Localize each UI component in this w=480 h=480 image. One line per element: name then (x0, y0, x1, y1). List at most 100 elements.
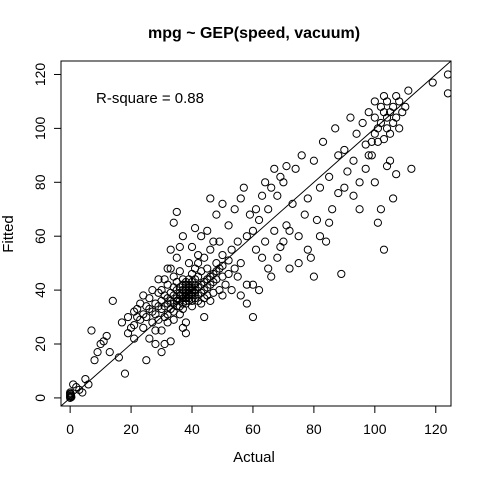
data-point (346, 113, 355, 122)
data-point (78, 388, 87, 397)
data-point (248, 226, 258, 235)
y-tick-label: 0 (32, 394, 48, 402)
points-layer (66, 70, 451, 403)
data-point (236, 291, 245, 300)
data-point (367, 137, 376, 146)
data-point (254, 215, 264, 225)
data-point (242, 232, 251, 241)
data-point (257, 191, 267, 200)
data-point (312, 215, 322, 225)
data-point (376, 102, 386, 111)
data-point (166, 245, 175, 254)
data-point (142, 312, 151, 322)
r-square-annotation: R-square = 0.88 (96, 90, 204, 107)
x-axis-label: Actual (233, 449, 275, 466)
x-tick-label: 20 (123, 421, 139, 437)
data-point (212, 210, 221, 219)
data-point (218, 250, 227, 260)
data-point (392, 170, 401, 179)
data-point (194, 250, 203, 260)
data-point (321, 237, 331, 246)
y-tick-label: 40 (32, 282, 48, 298)
data-point (349, 191, 358, 200)
data-point (306, 253, 315, 262)
data-point (291, 164, 300, 173)
x-axis: 0 20 40 60 80 100 120 (66, 405, 448, 437)
data-point (151, 339, 160, 349)
data-point (145, 334, 154, 343)
data-point (209, 237, 218, 246)
data-point (200, 312, 209, 322)
data-point (364, 108, 373, 117)
x-tick-label: 40 (184, 421, 200, 437)
data-point (187, 242, 197, 252)
data-point (303, 245, 312, 254)
data-point (318, 137, 328, 146)
y-tick-label: 20 (32, 336, 48, 352)
data-point (178, 232, 187, 241)
data-point (215, 286, 224, 295)
data-point (395, 97, 404, 106)
data-point (117, 318, 127, 327)
data-point (376, 118, 386, 128)
data-point (392, 113, 401, 122)
data-point (261, 178, 270, 187)
data-point (218, 199, 227, 208)
data-point (309, 272, 318, 281)
data-point (334, 188, 343, 198)
data-point (230, 205, 239, 214)
data-point (370, 97, 379, 106)
data-point (187, 302, 197, 311)
data-point (282, 221, 291, 230)
data-point (325, 218, 334, 227)
data-point (224, 269, 233, 279)
data-point (325, 172, 334, 181)
data-point (294, 232, 303, 241)
data-point (148, 286, 157, 295)
x-tick-label: 0 (66, 421, 74, 437)
data-point (175, 267, 184, 276)
data-point (236, 259, 245, 268)
data-point (331, 124, 340, 133)
data-point (379, 245, 389, 254)
identity-reference-line (61, 61, 451, 406)
data-point (242, 280, 251, 289)
data-point (367, 151, 376, 160)
chart-title: mpg ~ GEP(speed, vacuum) (148, 25, 360, 42)
data-point (233, 272, 242, 281)
data-point (102, 331, 111, 341)
data-point (443, 89, 451, 98)
data-point (355, 178, 364, 187)
data-point (245, 210, 255, 219)
data-point (130, 321, 139, 330)
data-point (334, 151, 343, 160)
data-point (236, 194, 245, 203)
data-point (395, 124, 404, 133)
data-point (254, 286, 264, 295)
y-tick-label: 120 (32, 63, 48, 87)
data-point (443, 70, 451, 79)
data-point (267, 183, 276, 192)
data-point (230, 264, 239, 273)
data-point (279, 178, 288, 187)
data-point (151, 326, 160, 335)
data-point (248, 312, 258, 322)
data-point (197, 232, 206, 241)
data-point (218, 291, 227, 300)
x-tick-label: 120 (424, 421, 448, 437)
data-point (227, 286, 236, 295)
data-point (206, 245, 215, 254)
data-point (328, 205, 337, 214)
data-point (337, 269, 346, 279)
data-point (276, 172, 285, 181)
data-point (279, 237, 288, 246)
data-point (166, 264, 175, 273)
data-point (172, 207, 181, 217)
y-tick-label: 60 (32, 228, 48, 244)
data-point (248, 280, 258, 289)
data-point (264, 264, 273, 273)
data-point (157, 347, 166, 357)
data-point (379, 135, 389, 144)
data-point (264, 205, 273, 214)
